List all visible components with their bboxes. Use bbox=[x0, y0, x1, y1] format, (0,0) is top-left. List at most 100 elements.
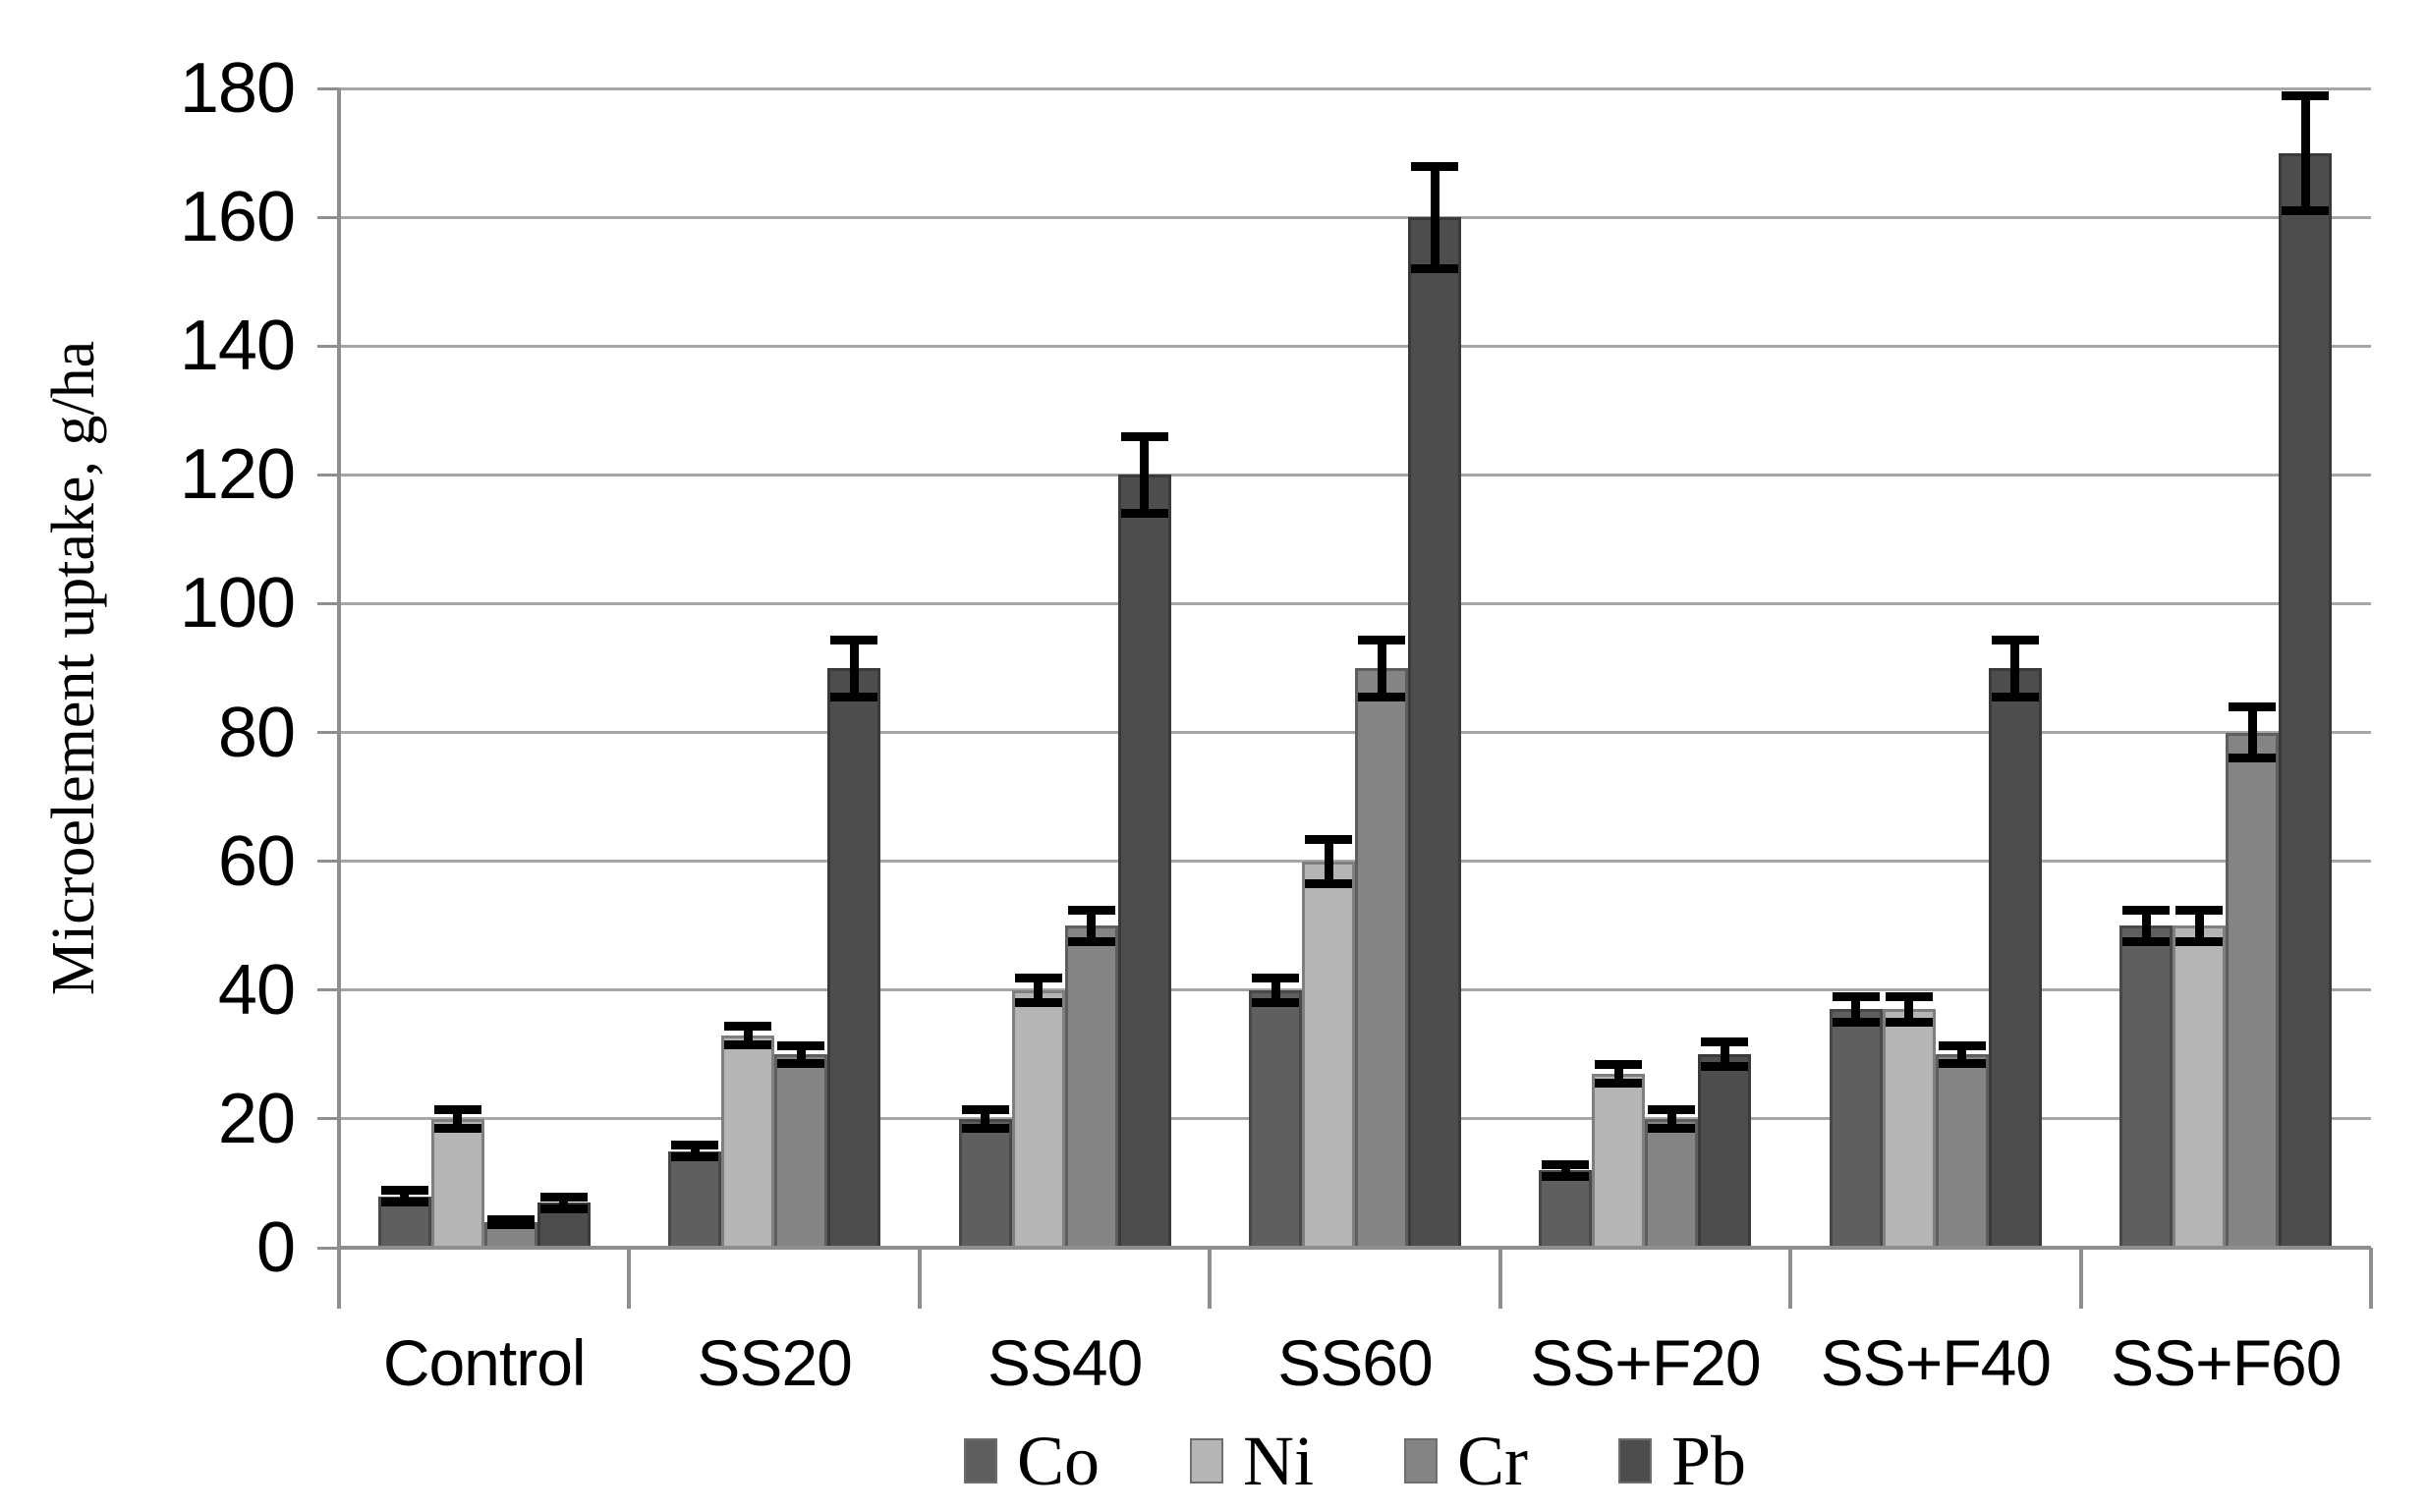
bar-Ni-Control bbox=[430, 1118, 484, 1248]
error-bar-Ni-SS20-cap-bottom bbox=[724, 1039, 772, 1049]
gridline-120 bbox=[339, 473, 2371, 476]
error-bar-Co-SS40-whisker bbox=[981, 1109, 990, 1129]
error-bar-Co-SS+F60-whisker bbox=[2141, 909, 2151, 942]
y-axis bbox=[337, 88, 341, 1309]
error-bar-Ni-Control-cap-bottom bbox=[433, 1123, 481, 1133]
error-bar-Ni-SS40-whisker bbox=[1034, 977, 1044, 1003]
error-bar-Cr-SS+F60-whisker bbox=[2247, 706, 2257, 758]
category-label-SS+F60: SS+F60 bbox=[2111, 1326, 2342, 1399]
error-bar-Pb-SS+F20-cap-bottom bbox=[1701, 1062, 1749, 1072]
bar-Ni-SS+F60 bbox=[2173, 925, 2227, 1248]
y-axis-tick-160 bbox=[317, 215, 339, 219]
legend-item-Pb: Pb bbox=[1617, 1422, 1747, 1500]
x-axis-tick-4 bbox=[1497, 1248, 1502, 1309]
error-bar-Ni-SS40-cap-top bbox=[1014, 973, 1062, 982]
y-axis-tick-40 bbox=[317, 988, 339, 992]
error-bar-Co-SS40-cap-bottom bbox=[961, 1123, 1009, 1133]
error-bar-Cr-SS40-cap-bottom bbox=[1067, 936, 1115, 946]
y-tick-label-120: 120 bbox=[179, 435, 296, 515]
legend-item-Co: Co bbox=[963, 1422, 1100, 1500]
error-bar-Cr-SS+F20-cap-bottom bbox=[1648, 1123, 1696, 1133]
error-bar-Co-SS+F40-cap-bottom bbox=[1832, 1017, 1880, 1027]
bar-Ni-SS60 bbox=[1302, 861, 1355, 1248]
y-tick-label-100: 100 bbox=[179, 564, 296, 644]
error-bar-Pb-SS20-cap-top bbox=[830, 635, 878, 644]
error-bar-Co-SS+F20-cap-bottom bbox=[1542, 1171, 1590, 1181]
bar-Pb-SS40 bbox=[1117, 475, 1171, 1248]
error-bar-Cr-SS60-cap-bottom bbox=[1358, 692, 1405, 701]
error-bar-Ni-SS+F40-cap-top bbox=[1885, 992, 1933, 1002]
y-tick-label-180: 180 bbox=[179, 49, 296, 128]
y-axis-tick-120 bbox=[317, 473, 339, 476]
category-label-SS60: SS60 bbox=[1277, 1326, 1433, 1399]
legend-label-Co: Co bbox=[1016, 1422, 1100, 1500]
x-axis-tick-5 bbox=[1788, 1248, 1793, 1309]
y-tick-label-40: 40 bbox=[217, 950, 296, 1030]
error-bar-Pb-SS40-whisker bbox=[1140, 436, 1150, 514]
error-bar-Co-SS20-cap-bottom bbox=[671, 1152, 719, 1162]
error-bar-Co-SS20-whisker bbox=[690, 1145, 700, 1158]
error-bar-Pb-SS+F60-whisker bbox=[2300, 94, 2310, 211]
error-bar-Pb-SS60-whisker bbox=[1430, 165, 1440, 269]
bar-Co-SS+F60 bbox=[2119, 925, 2174, 1248]
error-bar-Cr-SS+F20-cap-top bbox=[1648, 1105, 1696, 1115]
error-bar-Co-SS+F20-whisker bbox=[1560, 1163, 1570, 1177]
bar-Cr-SS20 bbox=[774, 1054, 828, 1248]
x-axis-tick-1 bbox=[627, 1248, 632, 1309]
error-bar-Pb-SS60-cap-top bbox=[1411, 161, 1458, 171]
error-bar-Ni-SS+F40-cap-bottom bbox=[1885, 1017, 1933, 1027]
bar-Pb-SS+F60 bbox=[2279, 152, 2333, 1248]
error-bar-Co-SS60-whisker bbox=[1270, 977, 1280, 1003]
legend-swatch-Ni bbox=[1189, 1438, 1223, 1484]
bar-Cr-SS60 bbox=[1355, 668, 1408, 1248]
error-bar-Cr-SS40-whisker bbox=[1087, 909, 1097, 942]
error-bar-Pb-Control-cap-top bbox=[539, 1192, 588, 1202]
legend: Co Ni Cr Pb bbox=[339, 1417, 2371, 1505]
error-bar-Cr-SS+F40-cap-top bbox=[1938, 1040, 1986, 1050]
error-bar-Pb-SS+F40-whisker bbox=[2010, 639, 2020, 698]
y-tick-label-80: 80 bbox=[217, 693, 296, 772]
x-axis-tick-7 bbox=[2369, 1248, 2373, 1309]
error-bar-Pb-SS20-whisker bbox=[849, 639, 859, 698]
gridline-100 bbox=[339, 601, 2371, 605]
error-bar-Ni-SS+F20-cap-top bbox=[1595, 1060, 1643, 1070]
error-bar-Co-SS60-cap-top bbox=[1252, 973, 1299, 982]
gridline-160 bbox=[339, 215, 2371, 219]
error-bar-Cr-SS+F60-cap-bottom bbox=[2229, 753, 2277, 762]
bar-Co-SS40 bbox=[958, 1118, 1012, 1248]
x-axis bbox=[339, 1246, 2371, 1250]
bar-Co-SS20 bbox=[668, 1150, 722, 1248]
y-axis-tick-140 bbox=[317, 344, 339, 348]
error-bar-Co-Control-cap-bottom bbox=[380, 1198, 428, 1207]
legend-label-Cr: Cr bbox=[1456, 1422, 1528, 1500]
bar-Cr-SS40 bbox=[1064, 925, 1118, 1248]
legend-item-Ni: Ni bbox=[1189, 1426, 1314, 1496]
x-axis-tick-2 bbox=[917, 1248, 922, 1309]
y-tick-label-20: 20 bbox=[217, 1079, 296, 1158]
legend-label-Pb: Pb bbox=[1670, 1422, 1747, 1500]
error-bar-Pb-SS+F60-cap-top bbox=[2282, 90, 2330, 100]
error-bar-Cr-SS+F20-whisker bbox=[1666, 1109, 1676, 1129]
bar-Ni-SS+F40 bbox=[1882, 1009, 1936, 1248]
y-axis-tick-180 bbox=[317, 86, 339, 90]
error-bar-Cr-SS60-whisker bbox=[1377, 639, 1386, 698]
gridline-140 bbox=[339, 344, 2371, 348]
legend-swatch-Cr bbox=[1403, 1438, 1438, 1484]
error-bar-Co-SS+F40-whisker bbox=[1851, 996, 1861, 1023]
bar-Ni-SS40 bbox=[1011, 989, 1065, 1248]
error-bar-Ni-SS+F60-cap-bottom bbox=[2175, 936, 2224, 946]
error-bar-Co-Control-cap-top bbox=[380, 1186, 428, 1195]
y-axis-tick-20 bbox=[317, 1117, 339, 1121]
bar-Pb-SS+F20 bbox=[1698, 1054, 1752, 1248]
x-axis-tick-3 bbox=[1208, 1248, 1213, 1309]
error-bar-Ni-SS+F20-cap-bottom bbox=[1595, 1078, 1643, 1088]
error-bar-Co-SS+F60-cap-top bbox=[2122, 905, 2171, 915]
error-bar-Cr-SS20-cap-bottom bbox=[777, 1059, 825, 1069]
error-bar-Pb-SS+F20-cap-top bbox=[1701, 1037, 1749, 1047]
error-bar-Cr-Control-cap-bottom bbox=[486, 1220, 535, 1230]
error-bar-Cr-SS60-cap-top bbox=[1358, 635, 1405, 644]
error-bar-Ni-SS20-whisker bbox=[743, 1025, 753, 1045]
category-label-SS+F20: SS+F20 bbox=[1530, 1326, 1761, 1399]
